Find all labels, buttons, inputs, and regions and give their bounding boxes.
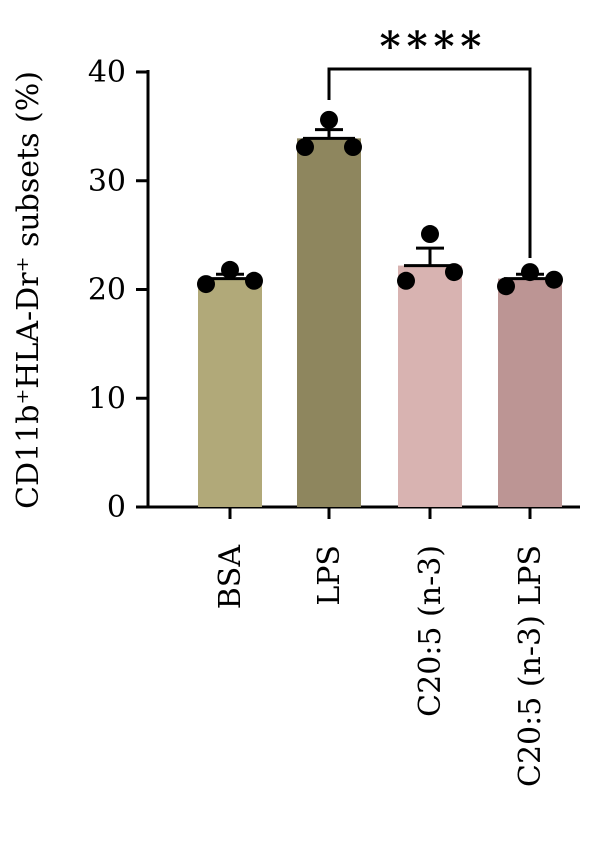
data-point (296, 138, 314, 157)
significance-bracket: **** (327, 23, 532, 258)
data-point (344, 138, 362, 157)
data-point (497, 277, 515, 296)
y-axis-label: CD11b⁺HLA-Dr⁺ subsets (%) (11, 71, 46, 509)
y-tick-label: 40 (88, 55, 126, 90)
data-point (221, 260, 239, 279)
significance-label: **** (380, 23, 488, 70)
y-tick-label: 30 (88, 164, 126, 199)
bracket-line (327, 67, 532, 258)
bar-4 (498, 278, 562, 507)
data-point (545, 270, 563, 289)
y-ticks: 0 10 20 30 40 (88, 55, 148, 525)
x-tick-label: LPS (312, 545, 347, 606)
data-point (245, 271, 263, 290)
y-tick-label: 0 (107, 490, 126, 525)
data-point (397, 271, 415, 290)
bar-3 (398, 265, 462, 507)
x-tick-label: C20:5 (n-3) (413, 545, 448, 717)
data-point (421, 225, 439, 244)
y-tick-label: 10 (88, 381, 126, 416)
error-bars (204, 128, 556, 281)
error-bar-2 (303, 128, 355, 140)
bar-2 (297, 138, 361, 507)
bars (198, 138, 562, 507)
bar-1 (198, 278, 262, 507)
data-point (445, 263, 463, 282)
data-point (521, 263, 539, 282)
x-tick-label: C20:5 (n-3) LPS (513, 545, 548, 787)
data-point (320, 110, 338, 129)
x-tick-label: BSA (213, 545, 248, 610)
error-bar-3 (404, 246, 456, 268)
data-point (197, 275, 215, 294)
data-points (197, 110, 563, 296)
y-tick-label: 20 (88, 273, 126, 308)
x-tick-labels: BSA LPS C20:5 (n-3) C20:5 (n-3) LPS (213, 545, 548, 787)
